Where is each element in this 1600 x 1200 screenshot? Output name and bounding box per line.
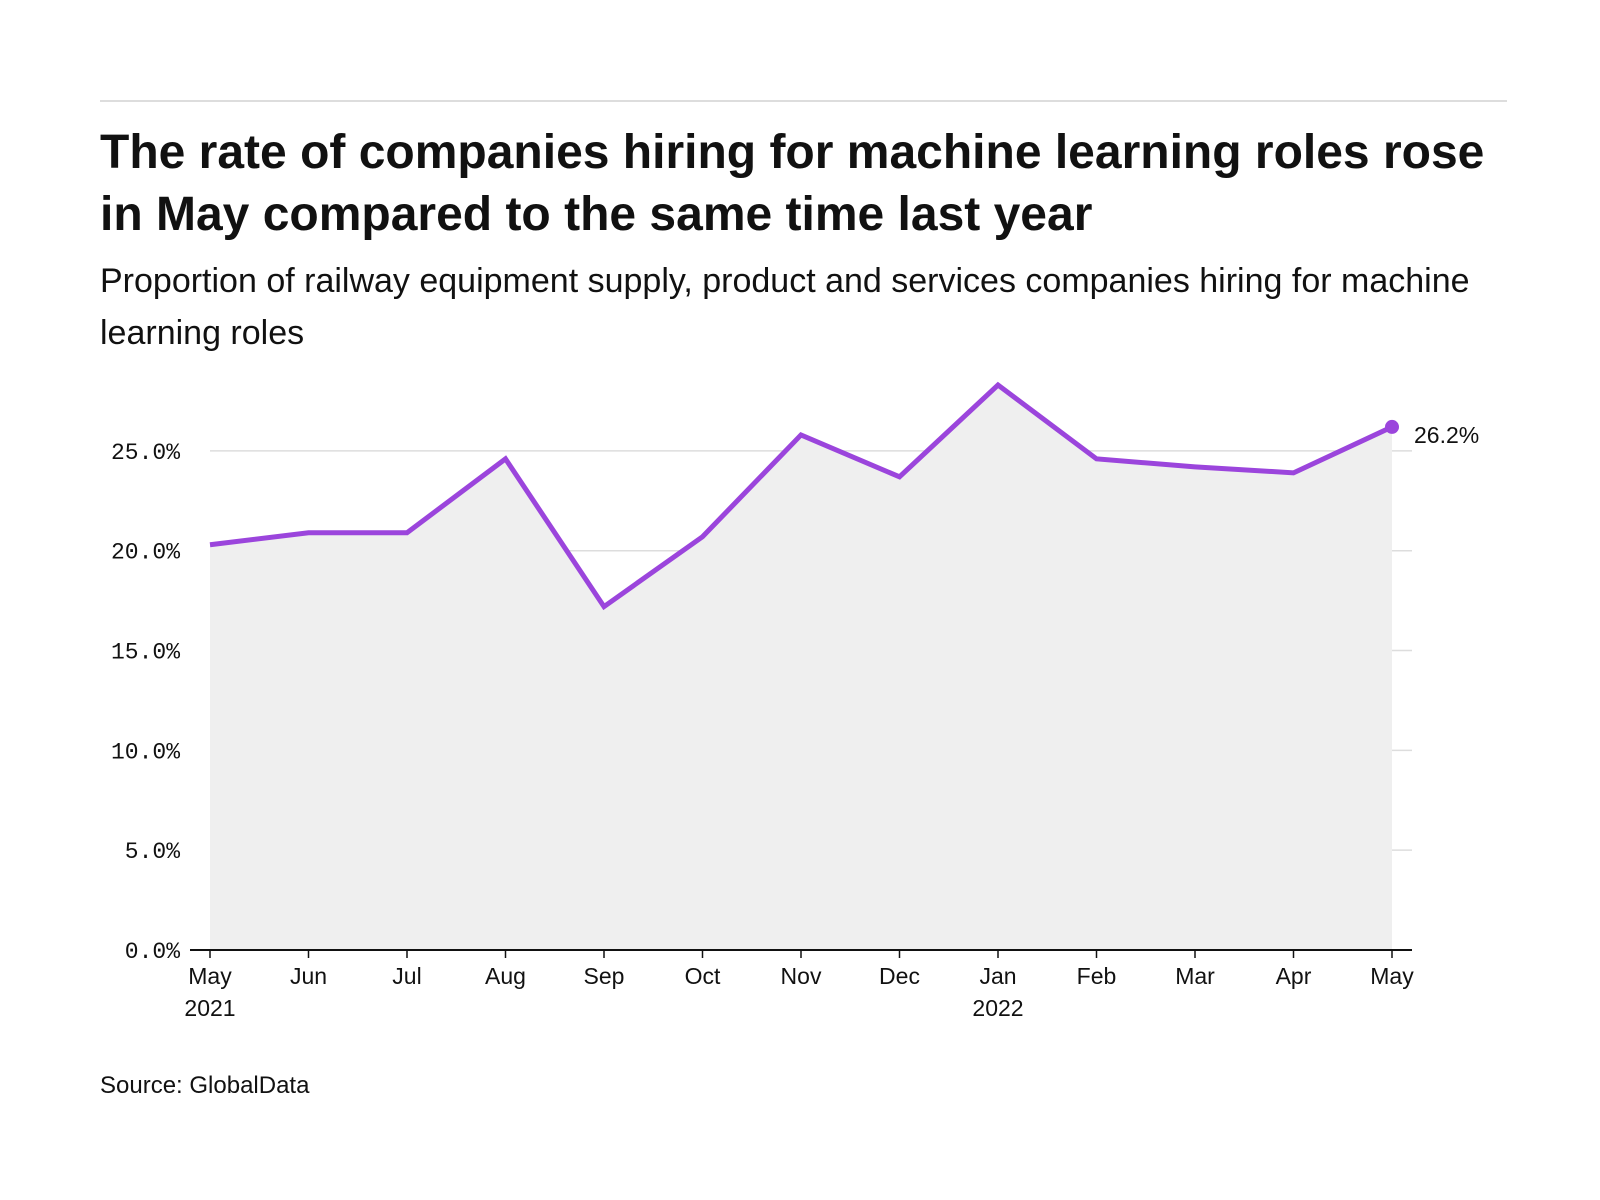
series-line xyxy=(209,381,1394,611)
x-tick-label: May xyxy=(188,963,232,989)
x-tick-label: Feb xyxy=(1077,963,1117,989)
y-tick-label: 20.0% xyxy=(111,540,180,566)
y-tick-label: 15.0% xyxy=(111,640,180,666)
chart-title: The rate of companies hiring for machine… xyxy=(100,126,1485,241)
x-tick-year: 2022 xyxy=(972,995,1023,1021)
top-divider xyxy=(100,100,1507,102)
x-axis-ticks: May 2021 Jun Jul Aug Sep Oct Nov Dec Jan 2022 Feb Ma… xyxy=(184,950,1414,1021)
end-value-label: 26.2% xyxy=(1414,422,1479,448)
line-chart: 0.0% 5.0% 10.0% 15.0% 20.0% 25.0% May 2021 Jun J… xyxy=(111,381,1479,1021)
x-tick-year: 2021 xyxy=(184,995,235,1021)
source-note: Source: GlobalData xyxy=(100,1072,310,1099)
y-tick-label: 5.0% xyxy=(125,839,180,865)
y-tick-label: 10.0% xyxy=(111,739,180,765)
x-tick-label: May xyxy=(1370,963,1414,989)
x-tick-label: Jul xyxy=(392,963,421,989)
x-tick-label: Jan xyxy=(979,963,1016,989)
area-fill xyxy=(210,385,1392,950)
x-tick-label: Mar xyxy=(1175,963,1215,989)
x-tick-label: Nov xyxy=(781,963,822,989)
x-tick-label: Apr xyxy=(1276,963,1312,989)
y-axis-ticks: 0.0% 5.0% 10.0% 15.0% 20.0% 25.0% xyxy=(111,440,180,965)
chart-subtitle: Proportion of railway equipment supply, … xyxy=(100,262,1470,352)
x-tick-label: Aug xyxy=(485,963,526,989)
data-points xyxy=(1385,419,1399,434)
x-tick-label: Oct xyxy=(685,963,721,989)
y-tick-label: 25.0% xyxy=(111,440,180,466)
x-tick-label: Jun xyxy=(290,963,327,989)
x-tick-label: Dec xyxy=(879,963,920,989)
y-tick-label: 0.0% xyxy=(125,939,180,965)
end-point-marker xyxy=(1385,419,1399,434)
x-tick-label: Sep xyxy=(584,963,625,989)
